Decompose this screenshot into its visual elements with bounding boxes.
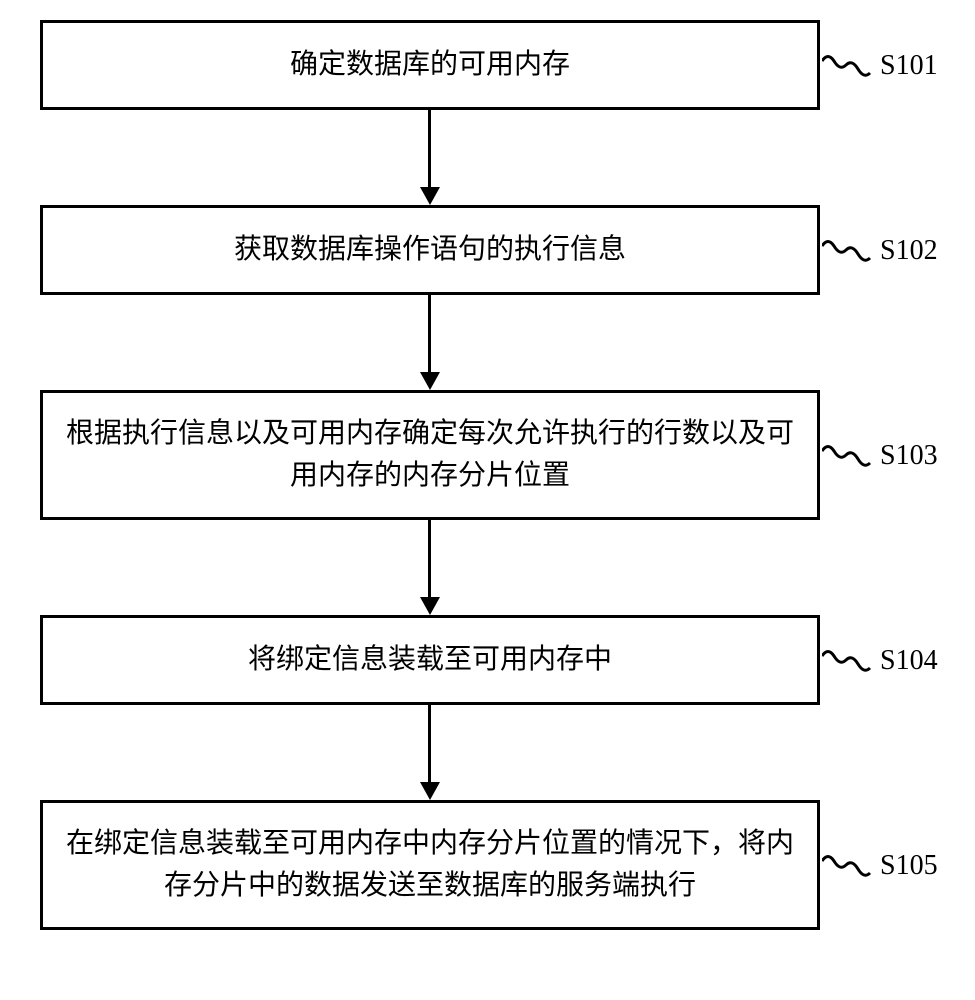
squiggle-path: [822, 447, 870, 466]
step-text: 获取数据库操作语句的执行信息: [234, 229, 626, 271]
step-label-s101: S101: [880, 50, 938, 82]
squiggle-path: [822, 57, 870, 76]
arrow-head-icon: [420, 597, 440, 615]
squiggle-path: [822, 242, 870, 261]
squiggle-connector: [822, 240, 878, 270]
arrow-head-icon: [420, 187, 440, 205]
step-box-s104: 将绑定信息装载至可用内存中: [40, 615, 820, 705]
step-box-s102: 获取数据库操作语句的执行信息: [40, 205, 820, 295]
arrow-shaft: [428, 110, 431, 187]
step-text: 确定数据库的可用内存: [290, 44, 570, 86]
step-box-s103: 根据执行信息以及可用内存确定每次允许执行的行数以及可用内存的内存分片位置: [40, 390, 820, 520]
step-label-s105: S105: [880, 850, 938, 882]
arrow-shaft: [428, 705, 431, 782]
squiggle-path: [822, 857, 870, 876]
step-text: 根据执行信息以及可用内存确定每次允许执行的行数以及可用内存的内存分片位置: [63, 413, 797, 497]
arrow-head-icon: [420, 782, 440, 800]
flowchart-canvas: 确定数据库的可用内存 S101 获取数据库操作语句的执行信息 S102 根据执行…: [0, 0, 975, 1000]
arrow-shaft: [428, 520, 431, 597]
squiggle-connector: [822, 55, 878, 85]
squiggle-path: [822, 652, 870, 671]
step-label-s102: S102: [880, 235, 938, 267]
squiggle-connector: [822, 650, 878, 680]
step-box-s105: 在绑定信息装载至可用内存中内存分片位置的情况下，将内存分片中的数据发送至数据库的…: [40, 800, 820, 930]
arrow-head-icon: [420, 372, 440, 390]
step-label-s104: S104: [880, 645, 938, 677]
squiggle-connector: [822, 855, 878, 885]
step-text: 将绑定信息装载至可用内存中: [248, 639, 612, 681]
step-box-s101: 确定数据库的可用内存: [40, 20, 820, 110]
arrow-shaft: [428, 295, 431, 372]
squiggle-connector: [822, 445, 878, 475]
step-label-s103: S103: [880, 440, 938, 472]
step-text: 在绑定信息装载至可用内存中内存分片位置的情况下，将内存分片中的数据发送至数据库的…: [63, 823, 797, 907]
